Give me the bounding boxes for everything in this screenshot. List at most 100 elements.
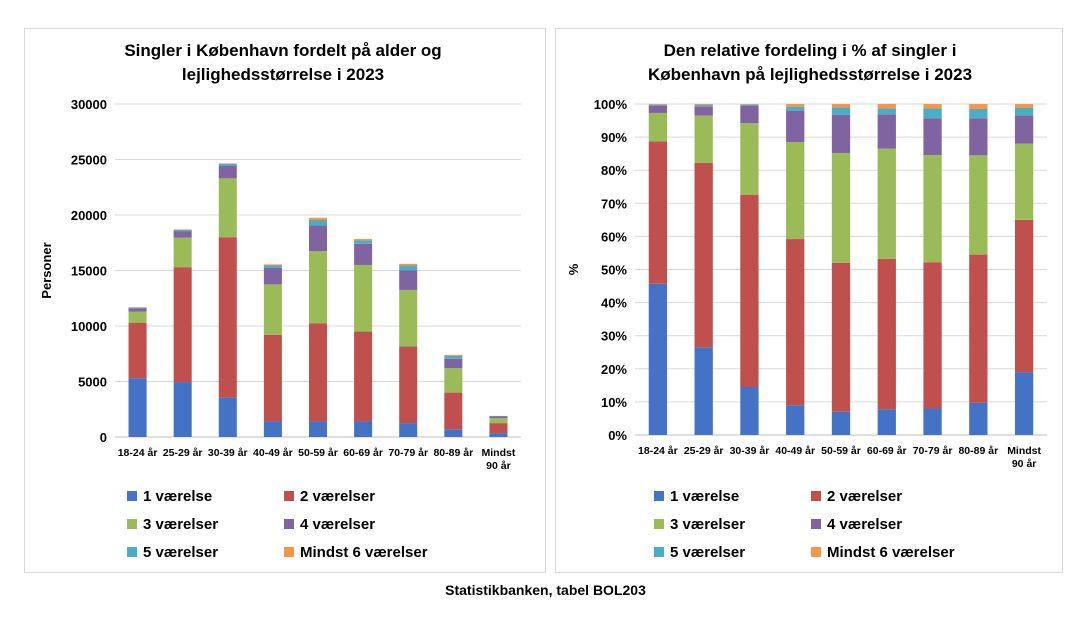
legend-swatch — [654, 547, 664, 557]
legend-label: 3 værelser — [143, 516, 218, 533]
y-axis-label: Personer — [39, 242, 54, 298]
y-tick-label: 40% — [601, 296, 627, 311]
bar-segment — [218, 163, 237, 164]
legend-label: 3 værelser — [670, 516, 745, 533]
x-tick-label: 90 år — [1012, 458, 1037, 470]
bar-segment — [444, 392, 463, 430]
bar-segment — [444, 355, 463, 359]
bar-segment — [969, 108, 988, 119]
bar-segment — [173, 229, 192, 232]
bar-segment — [354, 240, 373, 244]
bar-segment — [877, 114, 896, 149]
x-tick-label: 60-69 år — [867, 445, 907, 457]
x-tick-label: 40-49 år — [253, 447, 293, 459]
bar-segment — [444, 368, 463, 393]
bar-segment — [173, 382, 192, 437]
x-tick-label: 80-89 år — [958, 445, 998, 457]
legend-swatch — [284, 519, 294, 529]
bar-segment — [877, 108, 896, 115]
bar-segment — [740, 194, 759, 388]
legend-swatch — [284, 491, 294, 501]
y-tick-label: 70% — [601, 196, 627, 211]
bar-segment — [831, 107, 851, 115]
y-tick-label: 100% — [594, 97, 628, 112]
chart-panel-relative: Den relative fordeling i % af singler i K… — [555, 28, 1063, 573]
bar-segment — [648, 105, 668, 113]
y-tick-label: 0 — [100, 430, 107, 445]
chart-absolute: Singler i København fordelt på alder og l… — [39, 41, 521, 561]
source-note: Statistikbanken, tabel BOL203 — [445, 582, 646, 598]
bar-segment — [969, 254, 988, 403]
bar-segment — [308, 251, 328, 324]
bar-segment — [969, 118, 988, 156]
bar-segment — [1014, 104, 1034, 108]
bar-segment — [354, 264, 373, 332]
bar-segment — [128, 307, 147, 309]
bar-segment — [263, 264, 282, 266]
bar-segment — [923, 408, 942, 435]
y-tick-label: 5000 — [78, 375, 107, 390]
y-tick-label: 80% — [601, 163, 627, 178]
bar-segment — [263, 421, 282, 437]
bar-segment — [786, 106, 805, 111]
legend-label: 5 værelser — [143, 544, 218, 561]
y-tick-label: 25000 — [71, 153, 107, 168]
bar-segment — [648, 141, 668, 284]
x-tick-label: Mindst — [482, 447, 516, 459]
chart-title-line: Den relative fordeling i % af singler i — [664, 41, 957, 60]
bar-segment — [308, 421, 328, 437]
x-tick-label: 70-79 år — [913, 445, 953, 457]
bar-segment — [923, 104, 942, 109]
y-axis-label: % — [566, 263, 581, 275]
bar-segment — [444, 354, 463, 356]
bar-segment — [923, 118, 942, 155]
x-tick-label: 30-39 år — [730, 445, 770, 457]
bar-segment — [740, 105, 759, 124]
bar-segment — [354, 243, 373, 265]
x-tick-label: 40-49 år — [775, 445, 815, 457]
bar-segment — [489, 423, 508, 434]
legend-label: Mindst 6 værelser — [827, 544, 955, 561]
y-tick-label: 20000 — [71, 208, 107, 223]
bar-segment — [218, 178, 237, 238]
legend-swatch — [127, 519, 137, 529]
bar-segment — [786, 405, 805, 435]
y-tick-label: 15000 — [71, 264, 107, 279]
x-tick-label: 50-59 år — [821, 445, 861, 457]
bar-segment — [694, 104, 713, 105]
bar-segment — [218, 165, 237, 179]
bar-segment — [1014, 143, 1034, 220]
bar-segment — [263, 334, 282, 422]
bar-segment — [128, 322, 147, 379]
bar-segment — [128, 308, 147, 312]
bar-segment — [444, 358, 463, 369]
bar-segment — [740, 104, 759, 105]
y-tick-label: 30000 — [71, 97, 107, 112]
chart-title-line: København på lejlighedsstørrelse i 2023 — [648, 65, 972, 84]
bar-segment — [444, 429, 463, 437]
y-tick-label: 10% — [601, 395, 627, 410]
legend-label: 1 værelse — [143, 488, 212, 505]
legend-label: 4 værelser — [827, 516, 902, 533]
bar-segment — [877, 409, 896, 435]
bar-segment — [831, 152, 851, 263]
bar-segment — [648, 104, 668, 106]
chart-title-line: Singler i København fordelt på alder og — [124, 41, 441, 60]
bar-segment — [648, 283, 668, 435]
bar-segment — [218, 163, 237, 166]
bar-segment — [786, 142, 805, 240]
x-tick-label: 30-39 år — [208, 447, 248, 459]
legend-swatch — [811, 491, 821, 501]
bar-segment — [263, 284, 282, 335]
bar-segment — [173, 267, 192, 383]
x-tick-label: 70-79 år — [388, 447, 428, 459]
bar-segment — [354, 421, 373, 437]
bar-segment — [969, 402, 988, 435]
bar-segment — [128, 311, 147, 323]
legend-swatch — [654, 519, 664, 529]
y-tick-label: 50% — [601, 263, 627, 278]
bar-segment — [831, 262, 851, 412]
bar-segment — [923, 262, 942, 409]
bar-segment — [923, 154, 942, 263]
legend-swatch — [811, 519, 821, 529]
